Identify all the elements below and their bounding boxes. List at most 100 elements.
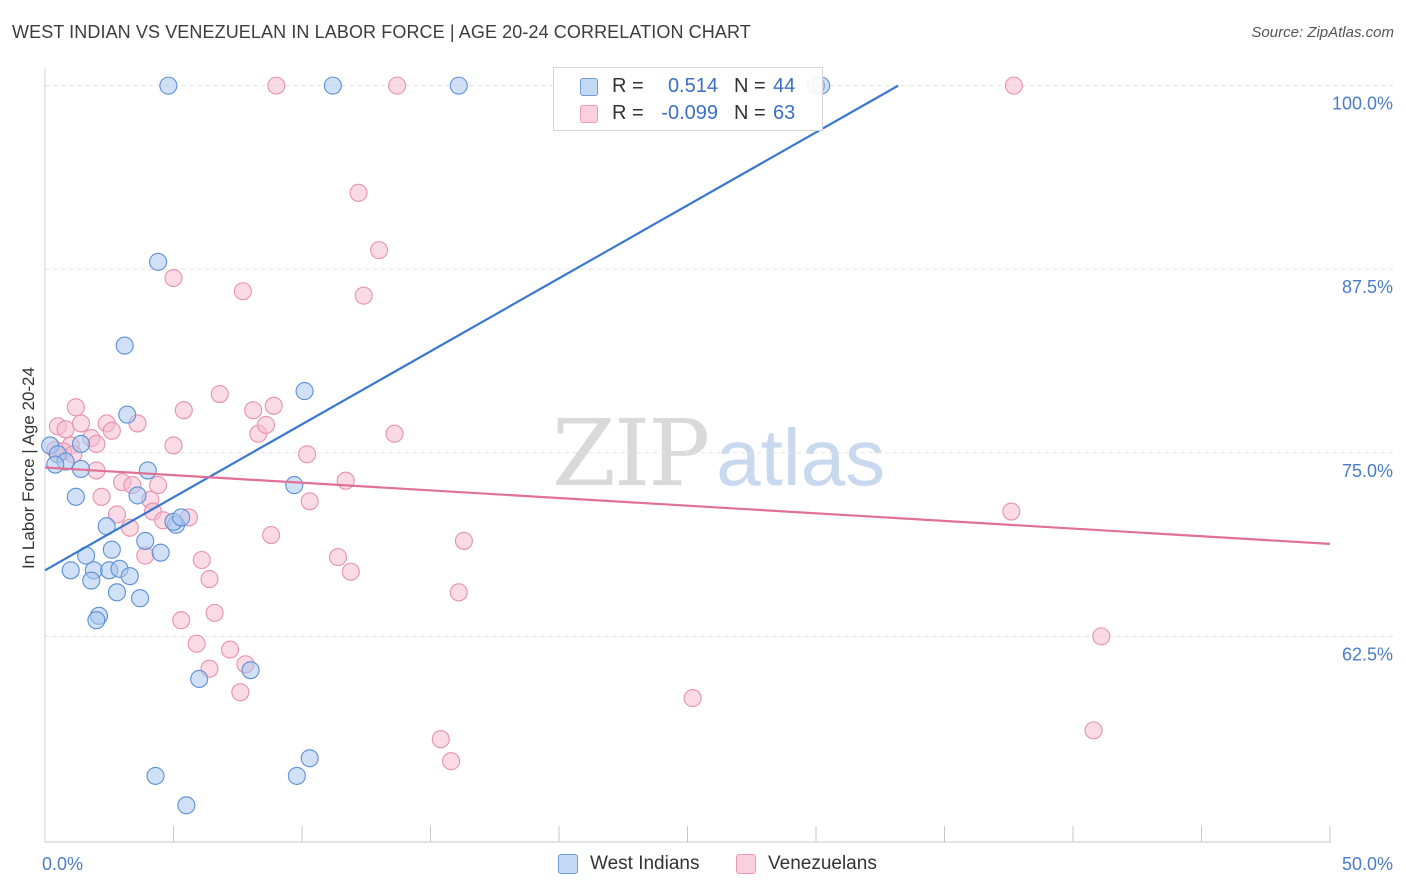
- west-indian-point: [241, 661, 260, 680]
- west-indian-point: [287, 766, 306, 785]
- venezuelan-point: [683, 689, 702, 708]
- west-indian-point: [136, 531, 155, 550]
- y-tick-label: 87.5%: [1342, 277, 1393, 297]
- y-axis-title: In Labor Force | Age 20-24: [19, 367, 38, 569]
- venezuelan-point: [328, 548, 348, 567]
- venezuelan-point: [298, 445, 317, 464]
- venezuelan-point: [1084, 721, 1103, 740]
- west-indians-legend-swatch: [558, 854, 578, 874]
- venezuelan-point: [102, 421, 121, 440]
- y-tick-label: 100.0%: [1332, 94, 1393, 114]
- west-indian-point: [128, 486, 147, 505]
- venezuelan-point: [431, 730, 450, 749]
- legend-n-label: N =: [734, 102, 766, 124]
- venezuelan-point: [449, 583, 468, 602]
- venezuelan-point: [354, 286, 373, 305]
- venezuelan-point: [192, 550, 211, 570]
- venezuelan-point: [267, 76, 286, 95]
- venezuelan-point: [442, 752, 461, 771]
- west-indian-point: [102, 540, 121, 559]
- west-indian-point: [138, 461, 157, 480]
- axes: [44, 68, 1331, 843]
- chart-title: WEST INDIAN VS VENEZUELAN IN LABOR FORCE…: [12, 22, 751, 42]
- west-indian-point: [87, 611, 106, 630]
- venezuelan-point: [233, 282, 252, 301]
- west-indians-trend-line: [44, 84, 899, 572]
- legend-n-value: 63: [773, 102, 796, 124]
- venezuelan-point: [210, 384, 229, 404]
- west-indian-point: [146, 766, 165, 785]
- west-indian-point: [115, 336, 134, 355]
- venezuelan-point: [187, 634, 206, 653]
- west-indian-point: [159, 76, 178, 95]
- source-label: Source:: [1251, 24, 1304, 41]
- legend-n-value: 44: [773, 75, 796, 97]
- venezuelan-point: [92, 487, 111, 506]
- west-indians-points: [41, 76, 831, 815]
- venezuelan-point: [349, 183, 368, 202]
- venezuelan-point: [388, 76, 407, 95]
- venezuelan-point: [220, 640, 240, 659]
- trend-lines: [44, 84, 1331, 572]
- venezuelan-point: [71, 414, 91, 433]
- venezuelan-point: [256, 415, 276, 434]
- y-tick-labels: 100.0% 87.5% 75.0% 62.5%: [1332, 94, 1393, 665]
- series-legend: West Indians Venezuelans: [0, 852, 1406, 878]
- west-indian-point: [131, 589, 150, 608]
- west-indian-point: [46, 455, 65, 474]
- y-tick-label: 75.0%: [1342, 461, 1393, 481]
- west-indian-point: [118, 405, 137, 424]
- legend-row-west-indians: R = 0.514 N = 44: [554, 74, 822, 100]
- legend-r-value: 0.514: [667, 75, 718, 97]
- west-indian-point: [449, 76, 468, 95]
- legend-r-label: R =: [612, 102, 644, 124]
- venezuelan-point: [1002, 502, 1021, 521]
- west-indian-point: [172, 508, 191, 527]
- y-tick-label: 62.5%: [1342, 644, 1393, 664]
- venezuelan-point: [107, 505, 127, 524]
- venezuelans-points: [46, 76, 1111, 771]
- west-indian-point: [120, 567, 139, 586]
- venezuelan-point: [244, 401, 263, 420]
- venezuelan-point: [1004, 76, 1023, 95]
- west-indian-point: [295, 382, 314, 401]
- venezuelan-point: [56, 420, 75, 439]
- x-tick-label: 50.0%: [1342, 854, 1393, 874]
- west-indian-point: [66, 487, 85, 506]
- venezuelan-point: [164, 436, 183, 455]
- venezuelan-point: [370, 241, 389, 260]
- legend-r-value: -0.099: [661, 102, 718, 124]
- venezuelans-legend-label: Venezuelans: [768, 853, 877, 874]
- x-tick-label: 0.0%: [42, 854, 83, 874]
- venezuelan-point: [1092, 627, 1111, 646]
- west-indian-point: [61, 561, 80, 580]
- legend-n-label: N =: [734, 75, 766, 97]
- correlation-legend: R = 0.514 N = 44 R = -0.099 N = 63: [553, 67, 823, 131]
- west-indians-swatch: [580, 78, 598, 96]
- venezuelan-point: [300, 492, 319, 511]
- west-indian-point: [151, 543, 170, 562]
- x-tick-labels: 0.0% 50.0%: [42, 854, 1393, 874]
- venezuelan-point: [87, 434, 106, 454]
- venezuelan-point: [174, 401, 193, 420]
- source-attribution: Source: ZipAtlas.com: [1251, 24, 1394, 41]
- venezuelan-point: [341, 562, 360, 581]
- west-indian-point: [285, 476, 304, 495]
- venezuelan-point: [205, 603, 224, 622]
- venezuelan-point: [231, 683, 250, 702]
- venezuelan-point: [66, 398, 85, 417]
- west-indian-point: [149, 252, 168, 271]
- west-indian-point: [190, 669, 209, 689]
- legend-row-venezuelans: R = -0.099 N = 63: [554, 101, 822, 127]
- venezuelans-legend-swatch: [736, 854, 756, 874]
- venezuelans-swatch: [580, 105, 598, 123]
- legend-r-label: R =: [612, 75, 644, 97]
- venezuelan-point: [172, 611, 191, 630]
- venezuelans-trend-line: [44, 466, 1331, 545]
- west-indian-point: [177, 796, 196, 815]
- venezuelan-point: [264, 396, 283, 415]
- venezuelan-point: [200, 570, 219, 589]
- source-link[interactable]: ZipAtlas.com: [1307, 24, 1394, 41]
- west-indian-point: [82, 571, 101, 590]
